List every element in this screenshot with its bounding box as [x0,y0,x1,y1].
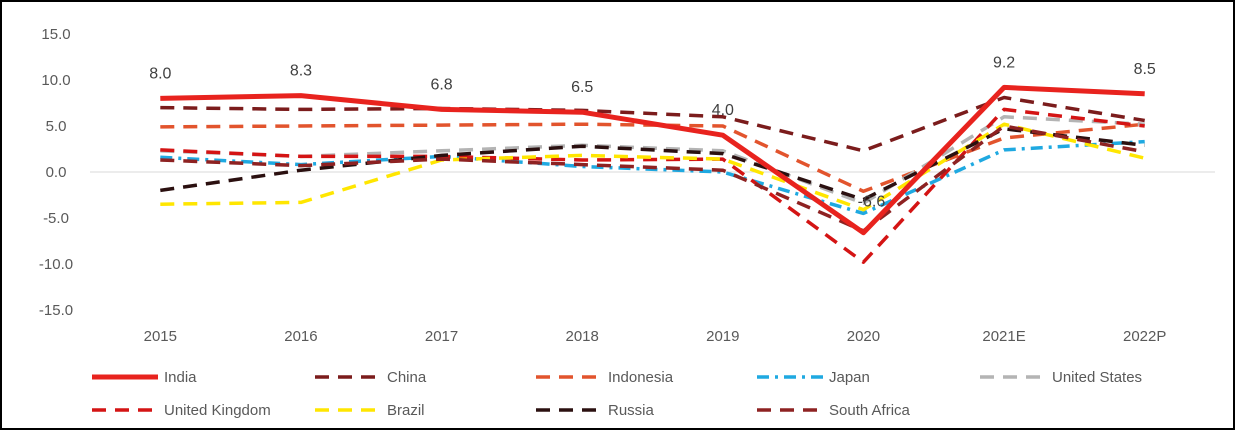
y-axis: 15.0 10.0 5.0 0.0 -5.0 -10.0 -15.0 [39,26,73,319]
data-label-india: 4.0 [712,102,734,119]
data-label-india: 8.5 [1134,61,1156,78]
y-tick-label: 0.0 [46,164,67,181]
series-lines [160,84,1146,264]
series-line-china [160,95,1145,153]
series-line-united-kingdom [160,107,1145,264]
y-tick-label: 5.0 [46,118,67,135]
y-tick-label: -15.0 [39,302,73,319]
series-line-india [160,84,1145,236]
x-tick-label: 2019 [706,328,739,345]
series-line-japan [160,139,1145,216]
data-labels: 8.0 8.3 6.8 6.5 4.0 -6.6 9.2 8.5 [149,54,1156,210]
x-tick-label: 2016 [284,328,317,345]
data-label-india: 9.2 [993,54,1015,71]
x-tick-label: 2021E [982,328,1025,345]
data-label-india: 8.3 [290,63,312,80]
y-tick-label: 10.0 [41,72,70,89]
y-tick-label: 15.0 [41,26,70,43]
legend-label-brazil: Brazil [387,402,425,419]
y-tick-label: -10.0 [39,256,73,273]
series-line-russia [160,127,1145,202]
legend-label-united-kingdom: United Kingdom [164,402,271,419]
legend-label-china: China [387,369,427,386]
x-tick-label: 2017 [425,328,458,345]
x-tick-label: 2018 [566,328,599,345]
x-tick-label: 2020 [847,328,880,345]
legend-label-united-states: United States [1052,369,1142,386]
series-line-south-africa [160,124,1146,233]
legend-label-india: India [164,369,197,386]
data-label-india: -6.6 [858,194,886,211]
legend: India China Indonesia Japan United States Uni… [92,369,1142,419]
y-tick-label: -5.0 [43,210,69,227]
data-label-india: 8.0 [149,65,171,82]
x-axis: 2015 2016 2017 2018 2019 2020 2021E 2022P [144,328,1167,345]
legend-label-south-africa: South Africa [829,402,911,419]
legend-label-russia: Russia [608,402,655,419]
x-tick-label: 2015 [144,328,177,345]
data-label-india: 6.8 [430,76,452,93]
legend-label-indonesia: Indonesia [608,369,674,386]
x-tick-label: 2022P [1123,328,1166,345]
series-line-brazil [160,122,1146,212]
legend-label-japan: Japan [829,369,870,386]
data-label-india: 6.5 [571,79,593,96]
